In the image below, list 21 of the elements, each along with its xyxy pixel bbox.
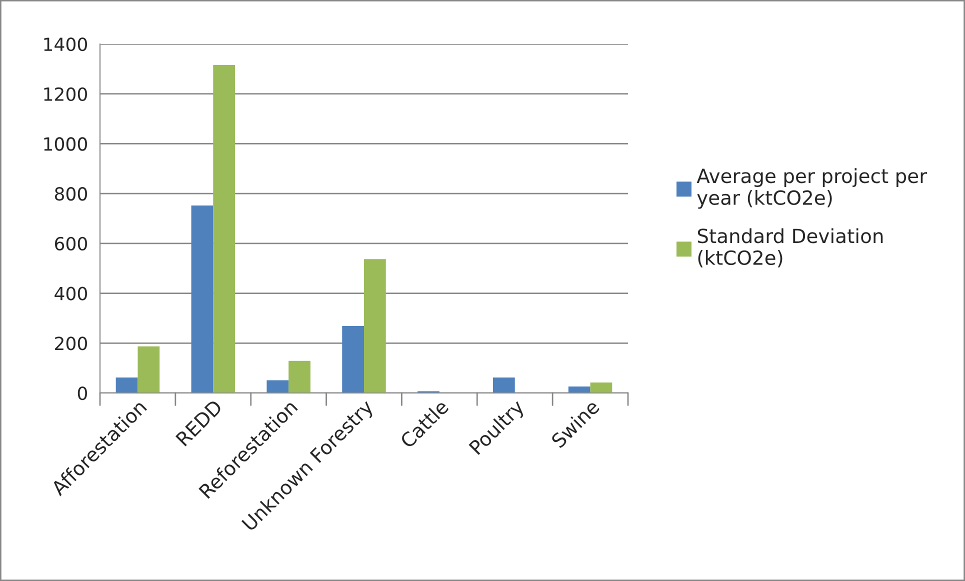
bar xyxy=(288,360,310,393)
y-tick-label: 200 xyxy=(55,336,87,350)
bar xyxy=(342,326,364,393)
bar xyxy=(568,386,590,393)
bar xyxy=(138,346,160,393)
y-tick-label: 1200 xyxy=(44,87,87,101)
bar xyxy=(116,378,138,393)
y-tick-label: 0 xyxy=(78,386,87,400)
y-tick-label: 1000 xyxy=(44,137,87,151)
legend-label: Standard Deviation (ktCO2e) xyxy=(698,228,883,268)
bar xyxy=(191,206,214,393)
bar xyxy=(213,64,236,393)
bar xyxy=(590,382,612,393)
y-tick-label: 600 xyxy=(54,236,87,251)
y-tick-label: 400 xyxy=(54,286,87,300)
bar xyxy=(364,259,386,393)
bar xyxy=(266,380,289,393)
y-tick-label: 800 xyxy=(54,187,87,201)
legend-label: Average per project per year (ktCO2e) xyxy=(696,168,928,209)
y-tick-label: 1400 xyxy=(44,37,87,52)
bar xyxy=(492,378,515,393)
